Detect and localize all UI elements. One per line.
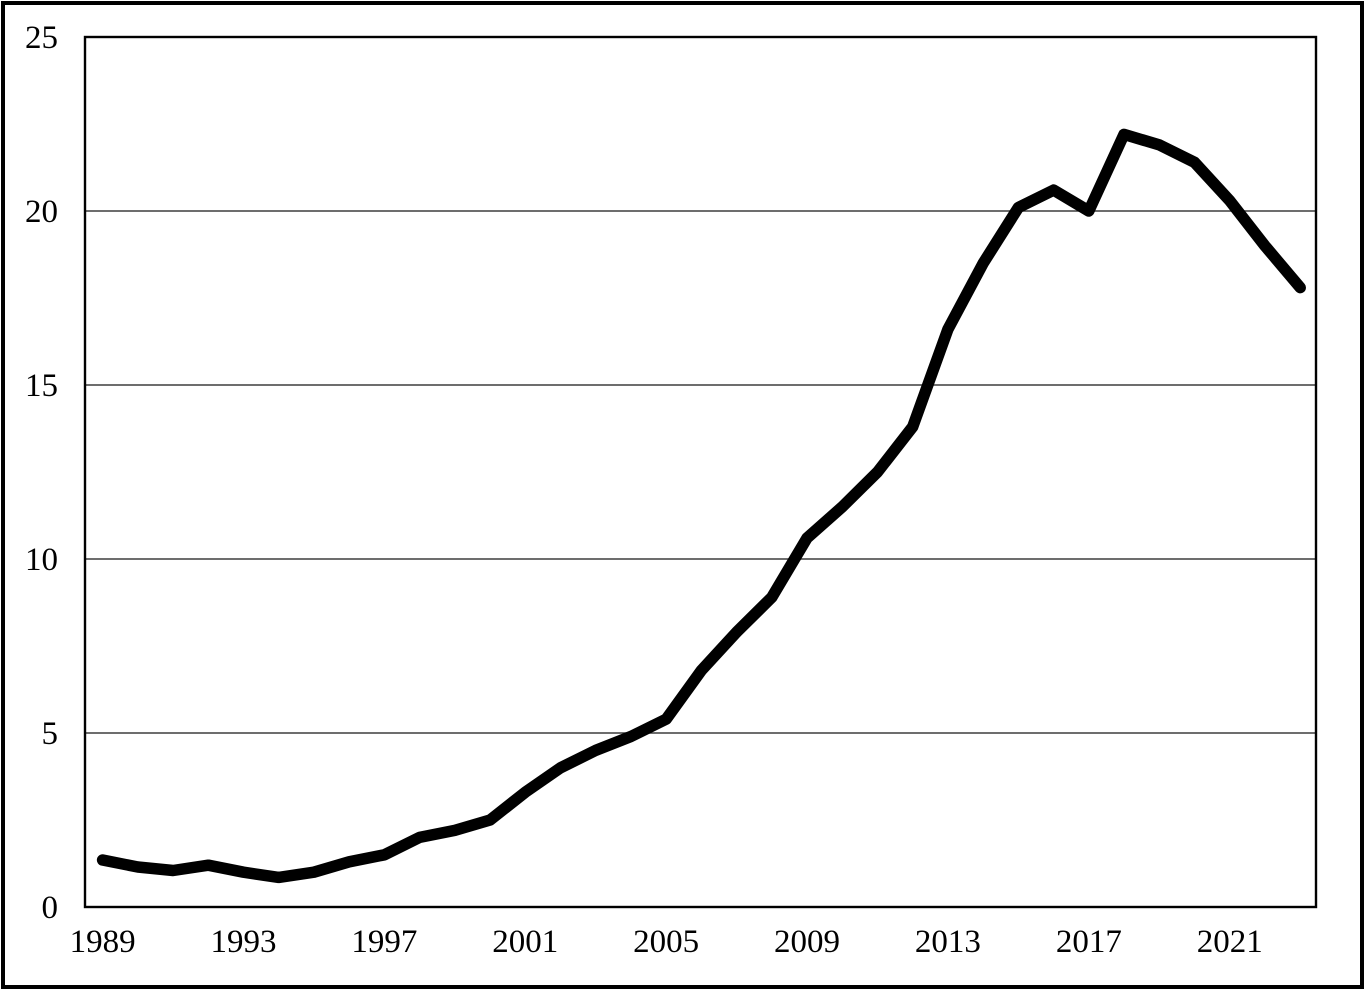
- x-axis-tick-label: 2013: [915, 924, 981, 960]
- y-axis-tick-label: 20: [25, 194, 58, 230]
- y-axis-tick-label: 25: [25, 20, 58, 56]
- y-axis-tick-label: 10: [25, 542, 58, 578]
- plot-border: [83, 35, 1318, 909]
- x-axis-tick-label: 1997: [351, 924, 417, 960]
- y-axis-tick-label: 15: [25, 368, 58, 404]
- y-axis-tick-label: 0: [42, 890, 59, 926]
- x-axis-tick-label: 2009: [774, 924, 840, 960]
- x-axis-tick-label: 1993: [210, 924, 276, 960]
- x-axis-tick-label: 2017: [1056, 924, 1122, 960]
- x-axis-tick-label: 2021: [1197, 924, 1263, 960]
- x-axis-tick-label: 2001: [492, 924, 558, 960]
- x-axis-tick-label: 2005: [633, 924, 699, 960]
- x-axis-tick-label: 1989: [70, 924, 136, 960]
- data-series-line: [96, 128, 1306, 884]
- y-axis-tick-label: 5: [42, 716, 59, 752]
